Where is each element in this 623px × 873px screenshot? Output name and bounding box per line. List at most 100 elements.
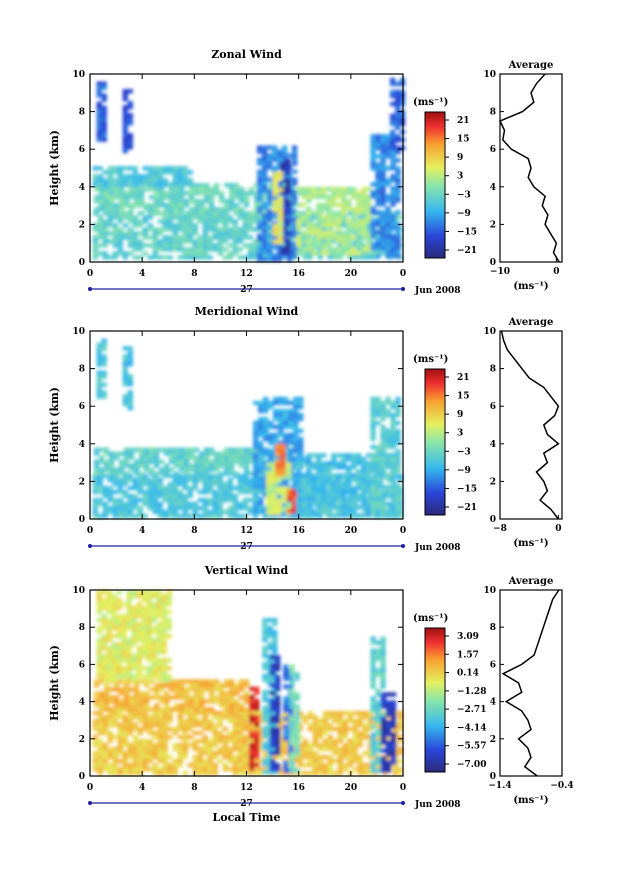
heatmap-cell-1 xyxy=(138,455,145,460)
heatmap-cell-0 xyxy=(217,722,224,728)
heatmap-cell-3 xyxy=(254,746,260,752)
heatmap-cell-6 xyxy=(356,210,362,216)
heatmap-cell-8 xyxy=(101,342,107,347)
heatmap-cell-3 xyxy=(291,221,298,226)
heatmap-cell-5 xyxy=(269,767,276,772)
heatmap-cell-1 xyxy=(223,463,230,468)
heatmap-cell-3 xyxy=(281,498,287,503)
heatmap-cell-0 xyxy=(352,738,359,744)
heatmap-cell-4 xyxy=(267,717,273,723)
heatmap-cell-0 xyxy=(327,758,334,764)
heatmap-cell-0 xyxy=(257,718,264,724)
heatmap-cell-8 xyxy=(96,117,102,122)
heatmap-cell-6 xyxy=(316,509,322,514)
heatmap-cell-0 xyxy=(362,734,369,740)
heatmap-cell-0 xyxy=(197,746,204,752)
heatmap-cell-2 xyxy=(121,622,127,627)
heatmap-cell-0 xyxy=(217,710,224,716)
heatmap-cell-0 xyxy=(177,754,184,760)
heatmap-cell-3 xyxy=(291,177,298,182)
heatmap-cell-0 xyxy=(327,770,334,776)
heatmap-cell-5 xyxy=(277,239,283,245)
heatmap-cell-6 xyxy=(301,513,307,518)
heatmap-cell-6 xyxy=(316,457,322,462)
heatmap-cell-1 xyxy=(223,699,230,704)
profile-x-label: (ms⁻¹) xyxy=(513,538,548,549)
heatmap-cell-8 xyxy=(375,708,381,713)
heatmap-cell-7 xyxy=(385,484,391,490)
heatmap-cell-8 xyxy=(370,748,376,753)
heatmap-cell-6 xyxy=(341,505,347,510)
heatmap-cell-0 xyxy=(147,738,154,744)
heatmap-cell-2 xyxy=(152,182,159,187)
heatmap-cell-2 xyxy=(96,658,102,663)
heatmap-cell-2 xyxy=(253,508,259,514)
heatmap-cell-7 xyxy=(385,142,391,147)
heatmap-cell-1 xyxy=(193,203,200,208)
heatmap-cell-6 xyxy=(331,250,337,256)
heatmap-cell-2 xyxy=(161,598,167,603)
heatmap-cell-0 xyxy=(342,762,349,768)
heatmap-cell-2 xyxy=(172,174,179,179)
heatmap-cell-1 xyxy=(243,471,250,476)
heatmap-cell-6 xyxy=(361,226,367,232)
heatmap-cell-1 xyxy=(113,191,120,196)
heatmap-cell-7 xyxy=(395,254,401,259)
heatmap-cell-6 xyxy=(361,513,367,518)
heatmap-cell-4 xyxy=(285,190,291,195)
heatmap-cell-0 xyxy=(172,746,179,752)
heatmap-cell-5 xyxy=(269,763,276,768)
heatmap-cell-6 xyxy=(346,198,352,204)
heatmap-cell-0 xyxy=(252,726,259,732)
heatmap-cell-0 xyxy=(162,770,169,776)
heatmap-cell-7 xyxy=(385,400,391,406)
heatmap-cell-3 xyxy=(286,233,293,238)
heatmap-cell-8 xyxy=(370,760,376,765)
heatmap-cell-0 xyxy=(152,251,159,256)
heatmap-cell-9 xyxy=(122,129,129,134)
heatmap-cell-1 xyxy=(123,459,130,464)
heatmap-cell-3 xyxy=(271,253,278,258)
heatmap-cell-1 xyxy=(178,447,185,452)
heatmap-cell-8 xyxy=(96,362,102,367)
heatmap-cell-1 xyxy=(218,199,225,204)
heatmap-cell-3 xyxy=(249,746,255,752)
heatmap-cell-0 xyxy=(337,766,344,772)
heatmap-cell-0 xyxy=(197,758,204,764)
heatmap-cell-0 xyxy=(397,710,404,716)
heatmap-cell-0 xyxy=(237,501,244,507)
heatmap-cell-2 xyxy=(161,602,167,607)
heatmap-cell-0 xyxy=(212,505,219,511)
heatmap-cell-2 xyxy=(122,174,129,179)
heatmap-cell-0 xyxy=(152,766,159,772)
heatmap-cell-2 xyxy=(293,436,299,442)
heatmap-cell-7 xyxy=(390,178,396,183)
heatmap-cell-1 xyxy=(208,207,215,212)
heatmap-cell-2 xyxy=(263,400,269,406)
heatmap-cell-0 xyxy=(147,235,154,240)
heatmap-cell-1 xyxy=(133,191,140,196)
heatmap-cell-0 xyxy=(92,501,99,507)
heatmap-cell-7 xyxy=(375,166,381,171)
heatmap-cell-7 xyxy=(375,420,381,426)
heatmap-cell-0 xyxy=(347,473,354,479)
heatmap-cell-3 xyxy=(276,245,283,250)
heatmap-cell-2 xyxy=(146,678,152,683)
heatmap-cell-0 xyxy=(327,726,334,732)
heatmap-cell-0 xyxy=(202,497,209,503)
heatmap-cell-2 xyxy=(101,626,107,631)
heatmap-cell-8 xyxy=(375,700,381,705)
heatmap-cell-0 xyxy=(227,481,234,487)
heatmap-cell-10 xyxy=(389,133,396,139)
heatmap-cell-6 xyxy=(283,664,289,669)
heatmap-cell-0 xyxy=(342,742,349,748)
heatmap-cell-7 xyxy=(385,214,391,219)
heatmap-cell-2 xyxy=(263,492,269,498)
heatmap-cell-2 xyxy=(141,654,147,659)
heatmap-cell-0 xyxy=(187,485,194,491)
heatmap-cell-8 xyxy=(101,109,107,114)
heatmap-cell-0 xyxy=(117,734,124,740)
heatmap-cell-1 xyxy=(263,195,270,200)
heatmap-cell-2 xyxy=(151,626,157,631)
